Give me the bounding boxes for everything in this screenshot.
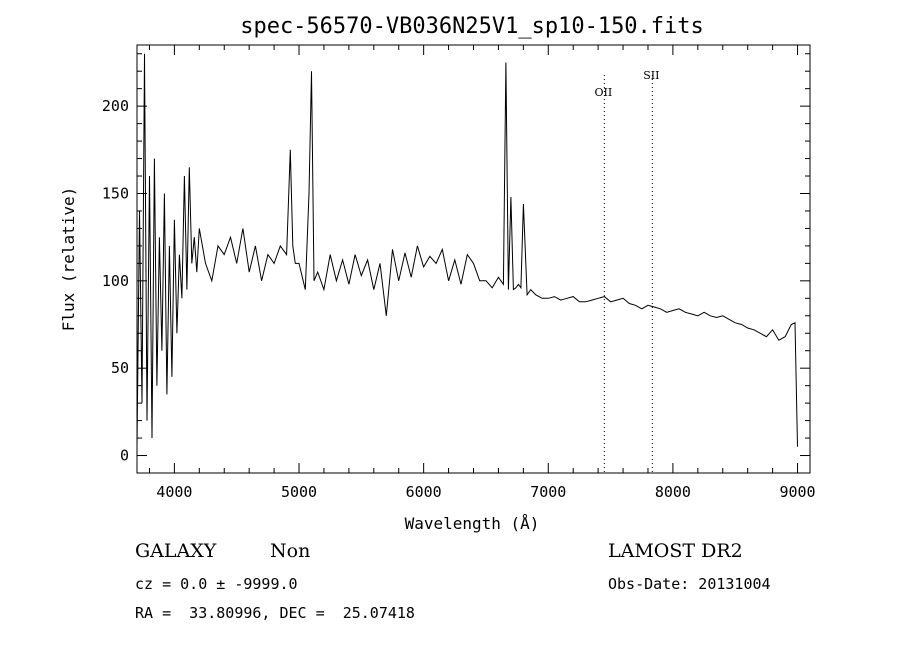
x-tick-label: 7000	[530, 483, 566, 501]
x-tick-label: 5000	[281, 483, 317, 501]
annotation-label-sii: SII	[643, 69, 659, 82]
x-tick-label: 8000	[655, 483, 691, 501]
object-subclass: Non	[270, 540, 311, 562]
y-tick-label: 150	[102, 184, 129, 202]
y-tick-label: 50	[111, 359, 129, 377]
coordinates: RA = 33.80996, DEC = 25.07418	[135, 604, 415, 622]
x-tick-label: 9000	[779, 483, 815, 501]
x-tick-label: 4000	[156, 483, 192, 501]
axis-ticks: 4000 5000 6000 7000 8000 9000 0 50 100 150 200	[102, 45, 816, 501]
observation-date: Obs-Date: 20131004	[608, 575, 771, 593]
x-tick-label: 6000	[406, 483, 442, 501]
spectrum-series-line	[136, 53, 798, 447]
object-class: GALAXY	[135, 540, 217, 562]
y-axis-label: Flux (relative)	[59, 187, 78, 332]
annotation-label-oii: OII	[595, 86, 613, 99]
line-annotations: OII SII	[595, 69, 659, 473]
chart-title: spec-56570-VB036N25V1_sp10-150.fits	[240, 14, 704, 39]
y-tick-label: 100	[102, 272, 129, 290]
y-tick-label: 200	[102, 97, 129, 115]
survey-name: LAMOST DR2	[608, 540, 743, 562]
redshift-cz: cz = 0.0 ± -9999.0	[135, 575, 298, 593]
y-tick-label: 0	[120, 447, 129, 465]
x-axis-label: Wavelength (Å)	[405, 514, 540, 533]
